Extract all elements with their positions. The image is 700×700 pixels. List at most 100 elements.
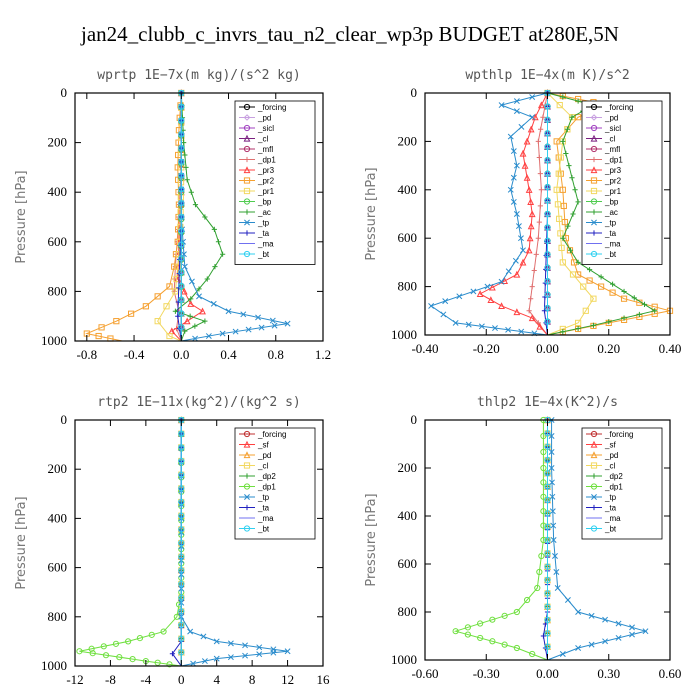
series-point	[529, 650, 536, 658]
series-point	[587, 267, 593, 273]
series-point	[534, 584, 541, 592]
series-point	[527, 125, 535, 133]
chart-panel-2: wpthlp 1E−4x(m K)/s^2 Pressure [hPa] -0.40…	[364, 68, 681, 356]
legend-marker	[243, 145, 251, 153]
legend-label: _dp2	[257, 472, 276, 481]
series-point	[544, 536, 551, 544]
y-tick-label: 600	[48, 234, 68, 249]
series-group	[428, 89, 674, 337]
series-point	[525, 186, 533, 193]
x-tick-label: -0.20	[473, 341, 500, 356]
series-point	[498, 302, 505, 310]
legend-label: _pd	[604, 451, 618, 460]
series-point	[548, 465, 555, 471]
series-point	[559, 186, 566, 193]
series-line-dp1	[79, 420, 182, 667]
series-point	[609, 289, 616, 296]
y-tick-label: 400	[398, 182, 418, 197]
series-point	[540, 464, 547, 472]
y-tick-label: 200	[48, 135, 68, 150]
legend-label: _pd	[257, 114, 271, 123]
legend-label: _pr3	[604, 166, 622, 175]
series-point	[556, 102, 563, 109]
legend-label: _bt	[257, 250, 270, 259]
series-point	[518, 328, 525, 335]
series-point	[178, 553, 185, 560]
legend-box	[581, 427, 663, 540]
series-point	[178, 498, 185, 506]
series-point	[556, 215, 563, 222]
series-point	[636, 311, 642, 318]
legend-marker	[243, 187, 251, 195]
series-point	[535, 138, 541, 144]
x-tick-label: 0.8	[268, 347, 284, 362]
series-point	[505, 268, 512, 275]
legend-marker	[590, 525, 598, 532]
series-point	[538, 187, 544, 193]
series-point	[575, 98, 581, 104]
series-line-pr2	[85, 92, 182, 342]
x-tick-label: 0	[178, 672, 185, 687]
series-point	[544, 237, 551, 244]
series-point	[606, 319, 612, 325]
series-point	[182, 328, 188, 334]
series-point	[544, 197, 551, 204]
series-point	[531, 113, 539, 121]
series-point	[529, 114, 536, 121]
series-point	[88, 645, 95, 652]
legend-marker	[243, 430, 251, 438]
series-point	[560, 138, 566, 144]
legend-label: _dp1	[604, 483, 623, 492]
x-tick-label: 0.30	[597, 666, 620, 681]
series-point	[538, 552, 545, 560]
series-point	[136, 635, 144, 642]
series-point	[557, 230, 564, 237]
series-point	[641, 301, 648, 307]
legend-label: _sf	[604, 441, 616, 450]
series-point	[95, 332, 102, 340]
series-point	[513, 211, 520, 217]
series-point	[160, 628, 167, 635]
series-point	[544, 456, 551, 464]
series-point	[125, 638, 132, 645]
series-point	[178, 485, 185, 492]
legend: _forcing _pd_sicl _cl_mfl _dp1_pr3 _pr2_pr1 _…	[581, 100, 663, 265]
legend-label: _forcing	[257, 103, 286, 112]
series-point	[597, 283, 605, 290]
series-point	[544, 603, 551, 610]
series-point	[598, 274, 604, 280]
series-point	[465, 321, 472, 328]
series-point	[178, 172, 185, 179]
series-point	[560, 235, 566, 241]
legend-marker	[591, 504, 597, 511]
series-point	[102, 652, 110, 659]
legend-label: _ta	[604, 229, 617, 238]
series-point	[232, 328, 239, 335]
series-point	[544, 430, 551, 437]
series-point	[510, 148, 517, 155]
legend-label: _sicl	[604, 124, 621, 133]
legend-label: _ma	[604, 514, 621, 523]
series-point	[512, 257, 519, 264]
series-point	[513, 162, 520, 169]
series-point	[211, 226, 217, 232]
series-point	[518, 123, 525, 130]
series-point	[154, 318, 161, 325]
series-point	[178, 324, 185, 331]
legend-marker	[590, 177, 598, 184]
series-point	[256, 644, 263, 651]
legend-marker	[590, 451, 598, 459]
legend-label: _ma	[604, 240, 621, 249]
series-point	[569, 271, 577, 278]
series-point	[521, 161, 529, 169]
series-point	[609, 281, 616, 287]
series-point	[536, 322, 544, 330]
series-point	[192, 202, 199, 208]
series-point	[178, 158, 185, 165]
legend-label: _cl	[257, 135, 268, 144]
series-point	[487, 296, 495, 304]
series-point	[192, 335, 199, 342]
series-point	[213, 655, 220, 662]
series-point	[544, 103, 551, 110]
series-point	[540, 479, 547, 486]
